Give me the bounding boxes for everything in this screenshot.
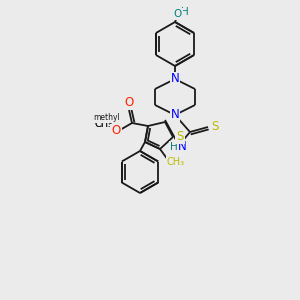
Text: O: O — [124, 97, 134, 110]
Text: S: S — [211, 121, 219, 134]
Text: O: O — [111, 124, 121, 137]
Text: H: H — [181, 7, 189, 17]
Text: CH₃: CH₃ — [167, 157, 185, 167]
Text: CH₃: CH₃ — [95, 119, 113, 129]
Text: CH₃: CH₃ — [95, 119, 113, 129]
Text: S: S — [176, 130, 184, 143]
Text: N: N — [171, 73, 179, 85]
Text: N: N — [171, 109, 179, 122]
Text: N: N — [178, 140, 186, 154]
Text: methyl: methyl — [94, 113, 120, 122]
Text: O: O — [174, 9, 182, 19]
Text: H: H — [170, 142, 178, 152]
